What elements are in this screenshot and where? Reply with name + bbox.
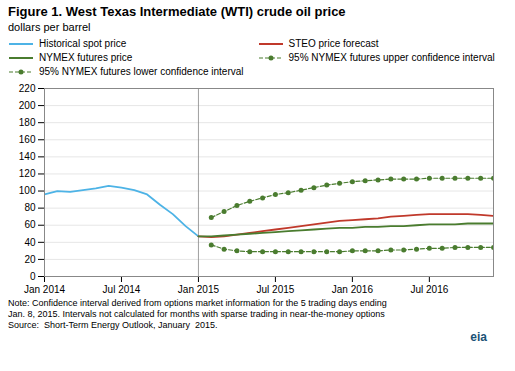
html-text:STEO price forecast: STEO price forecast (288, 38, 379, 49)
svg-text:Jul 2015: Jul 2015 (257, 284, 295, 295)
svg-text:160: 160 (19, 134, 36, 145)
html-text:eia: eia (470, 330, 487, 344)
svg-text:Jul 2014: Jul 2014 (103, 284, 141, 295)
svg-text:40: 40 (24, 237, 36, 248)
html-text:95% NYMEX futures upper confid: 95% NYMEX futures upper confidence inter… (288, 52, 495, 63)
svg-text:Jul 2016: Jul 2016 (410, 284, 448, 295)
svg-text:60: 60 (24, 219, 36, 230)
svg-text:Jan 2016: Jan 2016 (332, 284, 374, 295)
svg-text:120: 120 (19, 168, 36, 179)
svg-text:140: 140 (19, 151, 36, 162)
html-text:NYMEX futures price: NYMEX futures price (39, 52, 133, 63)
html-text:95% NYMEX futures lower confid: 95% NYMEX futures lower confidence inter… (39, 66, 244, 77)
html-text:Figure 1. West Texas Intermedi: Figure 1. West Texas Intermediate (WTI) … (8, 4, 346, 19)
svg-text:Jan 2014: Jan 2014 (24, 284, 66, 295)
html-text:Note: Confidence interval deri: Note: Confidence interval derived from o… (8, 298, 387, 330)
svg-text:100: 100 (19, 185, 36, 196)
html-text:dollars per barrel: dollars per barrel (8, 21, 91, 33)
svg-text:80: 80 (24, 202, 36, 213)
html-text:Historical spot price: Historical spot price (39, 38, 127, 49)
svg-text:200: 200 (19, 100, 36, 111)
svg-text:180: 180 (19, 117, 36, 128)
svg-text:220: 220 (19, 83, 36, 94)
svg-text:20: 20 (24, 254, 36, 265)
svg-text:Jan 2015: Jan 2015 (178, 284, 220, 295)
svg-text:0: 0 (30, 271, 36, 282)
